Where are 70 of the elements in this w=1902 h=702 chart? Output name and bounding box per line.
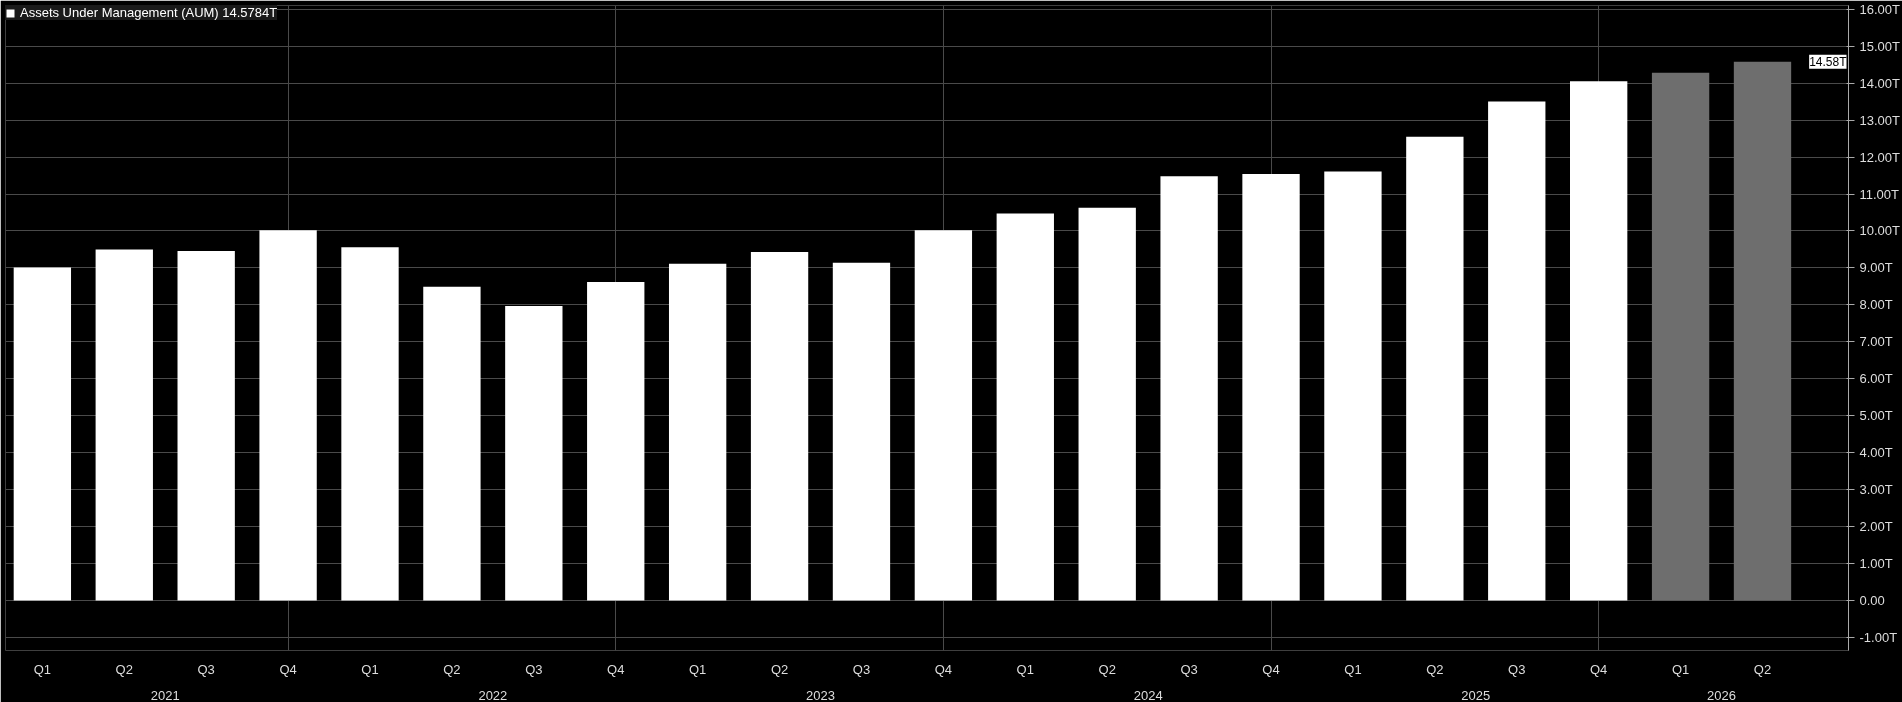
y-tick-label: 1.00T	[1859, 556, 1893, 572]
text: 2024	[1133, 687, 1163, 702]
y-tick-label: 14.00T	[1859, 75, 1901, 91]
x-tick-label: Q1	[361, 661, 379, 677]
bar	[1570, 81, 1628, 601]
bar	[1406, 136, 1464, 601]
bar	[1160, 176, 1218, 601]
y-tick-label: 2.00T	[1859, 519, 1893, 535]
legend-label: Assets Under Management (AUM) 14.5784T	[20, 5, 278, 20]
x-tick-label: Q1	[33, 661, 52, 677]
x-tick-label: Q2	[115, 661, 133, 677]
x-tick-label: Q3	[852, 661, 871, 677]
text: 2026	[1707, 687, 1736, 702]
x-tick-label: Q4	[1262, 661, 1280, 677]
y-tick-label: 0.00	[1859, 593, 1885, 609]
y-tick-label: 11.00T	[1859, 186, 1900, 202]
x-tick-label: Q2	[1426, 661, 1444, 677]
text: 2025	[1461, 687, 1491, 702]
bar	[668, 263, 727, 601]
x-tick-label: Q4	[1590, 661, 1608, 677]
y-tick-label: 15.00T	[1859, 38, 1901, 54]
x-tick-label: Q1	[1671, 661, 1690, 677]
bar	[1078, 207, 1136, 601]
x-tick-label: Q2	[1098, 661, 1116, 677]
bar	[259, 230, 317, 601]
text: 2021	[150, 687, 180, 702]
x-tick-label: Q2	[443, 661, 461, 677]
bar	[1324, 171, 1382, 601]
y-tick-label: 9.00T	[1859, 260, 1893, 276]
x-tick-label: Q3	[525, 661, 543, 677]
bar	[914, 230, 973, 601]
bar	[95, 249, 153, 601]
x-tick-label: Q1	[1016, 661, 1034, 677]
bar	[505, 306, 563, 601]
y-tick-label: 12.00T	[1859, 149, 1901, 165]
bar	[1242, 174, 1300, 601]
x-tick-label: Q3	[1180, 661, 1198, 677]
x-tick-label: Q2	[770, 661, 789, 677]
x-tick-label: Q2	[1753, 661, 1772, 677]
x-tick-label: Q4	[934, 661, 953, 677]
bar	[1733, 61, 1792, 601]
x-tick-label: Q4	[607, 661, 625, 677]
x-tick-label: Q1	[1344, 661, 1362, 677]
bar	[587, 281, 645, 601]
y-tick-label: 13.00T	[1859, 112, 1901, 128]
y-tick-label: 16.00T	[1859, 1, 1901, 17]
bar	[1488, 101, 1546, 601]
bar	[750, 252, 809, 601]
y-tick-label: 10.00T	[1859, 223, 1901, 239]
annotation: 14.58T	[1809, 54, 1848, 69]
y-tick-label: 8.00T	[1859, 297, 1893, 313]
bar	[996, 213, 1054, 601]
y-tick-label: 4.00T	[1859, 445, 1893, 461]
text: 2022	[478, 687, 508, 702]
y-tick-label: 6.00T	[1859, 371, 1893, 387]
bar	[177, 250, 235, 601]
text: 2023	[806, 687, 835, 702]
y-tick-label: 3.00T	[1859, 482, 1893, 498]
x-tick-label: Q4	[279, 661, 297, 677]
x-tick-label: Q3	[1508, 661, 1526, 677]
bar	[1651, 72, 1710, 601]
bar	[13, 267, 72, 601]
y-tick-label: -1.00T	[1859, 630, 1898, 646]
y-tick-label: 7.00T	[1859, 334, 1893, 350]
bar	[832, 262, 891, 601]
x-tick-label: Q3	[197, 661, 215, 677]
bar	[423, 286, 481, 601]
y-tick-label: 5.00T	[1859, 408, 1893, 424]
x-tick-label: Q1	[688, 661, 707, 677]
bar	[341, 247, 399, 601]
